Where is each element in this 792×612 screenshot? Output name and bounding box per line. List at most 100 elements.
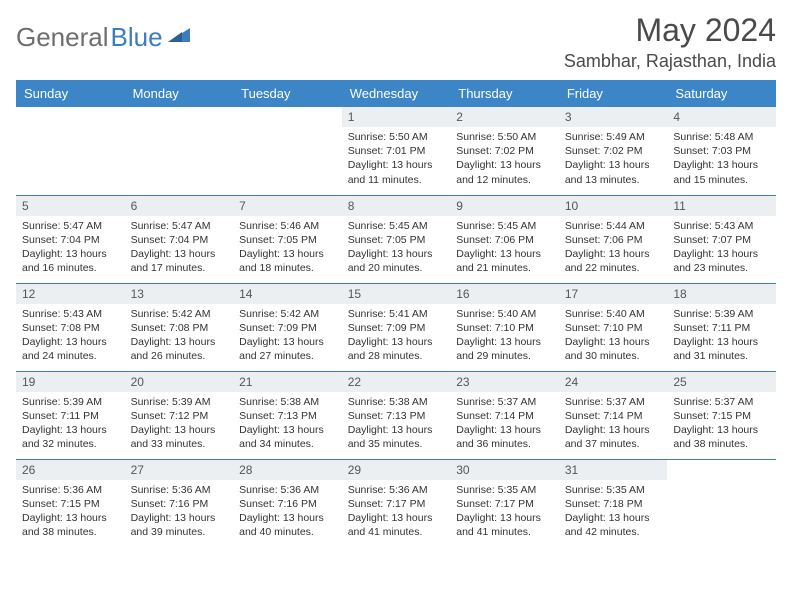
- weekday-header: Sunday: [16, 80, 125, 107]
- day-details: Sunrise: 5:39 AMSunset: 7:11 PMDaylight:…: [667, 304, 776, 369]
- month-title: May 2024: [564, 12, 776, 49]
- calendar-day-cell: [667, 459, 776, 547]
- day-details: Sunrise: 5:39 AMSunset: 7:11 PMDaylight:…: [16, 392, 125, 457]
- calendar-day-cell: 12Sunrise: 5:43 AMSunset: 7:08 PMDayligh…: [16, 283, 125, 371]
- calendar-day-cell: 9Sunrise: 5:45 AMSunset: 7:06 PMDaylight…: [450, 195, 559, 283]
- day-number: 22: [342, 372, 451, 392]
- calendar-day-cell: 23Sunrise: 5:37 AMSunset: 7:14 PMDayligh…: [450, 371, 559, 459]
- day-number: 27: [125, 460, 234, 480]
- calendar-day-cell: 8Sunrise: 5:45 AMSunset: 7:05 PMDaylight…: [342, 195, 451, 283]
- brand-part2: Blue: [111, 22, 163, 53]
- weekday-header: Monday: [125, 80, 234, 107]
- day-number: 7: [233, 196, 342, 216]
- day-number: 15: [342, 284, 451, 304]
- day-details: Sunrise: 5:40 AMSunset: 7:10 PMDaylight:…: [559, 304, 668, 369]
- brand-logo: General Blue: [16, 22, 190, 53]
- calendar-day-cell: 21Sunrise: 5:38 AMSunset: 7:13 PMDayligh…: [233, 371, 342, 459]
- day-details: Sunrise: 5:49 AMSunset: 7:02 PMDaylight:…: [559, 127, 668, 192]
- day-details: Sunrise: 5:37 AMSunset: 7:14 PMDaylight:…: [450, 392, 559, 457]
- day-number: 1: [342, 107, 451, 127]
- calendar-day-cell: [16, 107, 125, 195]
- day-details: Sunrise: 5:36 AMSunset: 7:15 PMDaylight:…: [16, 480, 125, 545]
- day-number: 24: [559, 372, 668, 392]
- location-subtitle: Sambhar, Rajasthan, India: [564, 51, 776, 72]
- day-details: Sunrise: 5:37 AMSunset: 7:15 PMDaylight:…: [667, 392, 776, 457]
- day-number: 29: [342, 460, 451, 480]
- calendar-day-cell: 27Sunrise: 5:36 AMSunset: 7:16 PMDayligh…: [125, 459, 234, 547]
- calendar-week-row: 26Sunrise: 5:36 AMSunset: 7:15 PMDayligh…: [16, 459, 776, 547]
- day-details: Sunrise: 5:48 AMSunset: 7:03 PMDaylight:…: [667, 127, 776, 192]
- day-number: 10: [559, 196, 668, 216]
- calendar-day-cell: 2Sunrise: 5:50 AMSunset: 7:02 PMDaylight…: [450, 107, 559, 195]
- title-block: May 2024 Sambhar, Rajasthan, India: [564, 12, 776, 72]
- brand-part1: General: [16, 22, 109, 53]
- calendar-day-cell: 5Sunrise: 5:47 AMSunset: 7:04 PMDaylight…: [16, 195, 125, 283]
- calendar-day-cell: 31Sunrise: 5:35 AMSunset: 7:18 PMDayligh…: [559, 459, 668, 547]
- calendar-week-row: 5Sunrise: 5:47 AMSunset: 7:04 PMDaylight…: [16, 195, 776, 283]
- day-details: Sunrise: 5:46 AMSunset: 7:05 PMDaylight:…: [233, 216, 342, 281]
- header: General Blue May 2024 Sambhar, Rajasthan…: [16, 12, 776, 72]
- calendar-day-cell: 22Sunrise: 5:38 AMSunset: 7:13 PMDayligh…: [342, 371, 451, 459]
- calendar-day-cell: 26Sunrise: 5:36 AMSunset: 7:15 PMDayligh…: [16, 459, 125, 547]
- day-number: 26: [16, 460, 125, 480]
- calendar-day-cell: 19Sunrise: 5:39 AMSunset: 7:11 PMDayligh…: [16, 371, 125, 459]
- calendar-table: Sunday Monday Tuesday Wednesday Thursday…: [16, 80, 776, 547]
- calendar-day-cell: 30Sunrise: 5:35 AMSunset: 7:17 PMDayligh…: [450, 459, 559, 547]
- calendar-day-cell: 3Sunrise: 5:49 AMSunset: 7:02 PMDaylight…: [559, 107, 668, 195]
- calendar-day-cell: 1Sunrise: 5:50 AMSunset: 7:01 PMDaylight…: [342, 107, 451, 195]
- day-details: Sunrise: 5:45 AMSunset: 7:05 PMDaylight:…: [342, 216, 451, 281]
- calendar-day-cell: 4Sunrise: 5:48 AMSunset: 7:03 PMDaylight…: [667, 107, 776, 195]
- calendar-week-row: 1Sunrise: 5:50 AMSunset: 7:01 PMDaylight…: [16, 107, 776, 195]
- day-number: 25: [667, 372, 776, 392]
- weekday-header-row: Sunday Monday Tuesday Wednesday Thursday…: [16, 80, 776, 107]
- day-details: Sunrise: 5:37 AMSunset: 7:14 PMDaylight:…: [559, 392, 668, 457]
- calendar-day-cell: 29Sunrise: 5:36 AMSunset: 7:17 PMDayligh…: [342, 459, 451, 547]
- calendar-day-cell: 16Sunrise: 5:40 AMSunset: 7:10 PMDayligh…: [450, 283, 559, 371]
- day-number: 16: [450, 284, 559, 304]
- calendar-day-cell: 18Sunrise: 5:39 AMSunset: 7:11 PMDayligh…: [667, 283, 776, 371]
- weekday-header: Saturday: [667, 80, 776, 107]
- day-details: Sunrise: 5:39 AMSunset: 7:12 PMDaylight:…: [125, 392, 234, 457]
- day-details: Sunrise: 5:43 AMSunset: 7:08 PMDaylight:…: [16, 304, 125, 369]
- day-number: 9: [450, 196, 559, 216]
- calendar-day-cell: 24Sunrise: 5:37 AMSunset: 7:14 PMDayligh…: [559, 371, 668, 459]
- day-number: 30: [450, 460, 559, 480]
- calendar-week-row: 19Sunrise: 5:39 AMSunset: 7:11 PMDayligh…: [16, 371, 776, 459]
- calendar-day-cell: 7Sunrise: 5:46 AMSunset: 7:05 PMDaylight…: [233, 195, 342, 283]
- day-number: 13: [125, 284, 234, 304]
- day-details: Sunrise: 5:38 AMSunset: 7:13 PMDaylight:…: [342, 392, 451, 457]
- calendar-day-cell: 25Sunrise: 5:37 AMSunset: 7:15 PMDayligh…: [667, 371, 776, 459]
- day-number: 3: [559, 107, 668, 127]
- day-details: Sunrise: 5:47 AMSunset: 7:04 PMDaylight:…: [16, 216, 125, 281]
- calendar-day-cell: 14Sunrise: 5:42 AMSunset: 7:09 PMDayligh…: [233, 283, 342, 371]
- day-number: 5: [16, 196, 125, 216]
- calendar-week-row: 12Sunrise: 5:43 AMSunset: 7:08 PMDayligh…: [16, 283, 776, 371]
- day-number: 17: [559, 284, 668, 304]
- calendar-day-cell: 28Sunrise: 5:36 AMSunset: 7:16 PMDayligh…: [233, 459, 342, 547]
- calendar-day-cell: 11Sunrise: 5:43 AMSunset: 7:07 PMDayligh…: [667, 195, 776, 283]
- day-number: 11: [667, 196, 776, 216]
- day-number: 14: [233, 284, 342, 304]
- day-number: 12: [16, 284, 125, 304]
- day-details: Sunrise: 5:35 AMSunset: 7:18 PMDaylight:…: [559, 480, 668, 545]
- day-details: Sunrise: 5:50 AMSunset: 7:01 PMDaylight:…: [342, 127, 451, 192]
- day-details: Sunrise: 5:38 AMSunset: 7:13 PMDaylight:…: [233, 392, 342, 457]
- day-details: Sunrise: 5:43 AMSunset: 7:07 PMDaylight:…: [667, 216, 776, 281]
- day-details: Sunrise: 5:41 AMSunset: 7:09 PMDaylight:…: [342, 304, 451, 369]
- day-number: 6: [125, 196, 234, 216]
- day-number: 23: [450, 372, 559, 392]
- day-details: Sunrise: 5:36 AMSunset: 7:16 PMDaylight:…: [233, 480, 342, 545]
- day-details: Sunrise: 5:35 AMSunset: 7:17 PMDaylight:…: [450, 480, 559, 545]
- weekday-header: Thursday: [450, 80, 559, 107]
- calendar-day-cell: 13Sunrise: 5:42 AMSunset: 7:08 PMDayligh…: [125, 283, 234, 371]
- weekday-header: Tuesday: [233, 80, 342, 107]
- day-number: 28: [233, 460, 342, 480]
- day-details: Sunrise: 5:42 AMSunset: 7:09 PMDaylight:…: [233, 304, 342, 369]
- day-details: Sunrise: 5:45 AMSunset: 7:06 PMDaylight:…: [450, 216, 559, 281]
- day-details: Sunrise: 5:44 AMSunset: 7:06 PMDaylight:…: [559, 216, 668, 281]
- calendar-day-cell: [125, 107, 234, 195]
- day-number: 19: [16, 372, 125, 392]
- calendar-day-cell: 20Sunrise: 5:39 AMSunset: 7:12 PMDayligh…: [125, 371, 234, 459]
- calendar-day-cell: 6Sunrise: 5:47 AMSunset: 7:04 PMDaylight…: [125, 195, 234, 283]
- weekday-header: Friday: [559, 80, 668, 107]
